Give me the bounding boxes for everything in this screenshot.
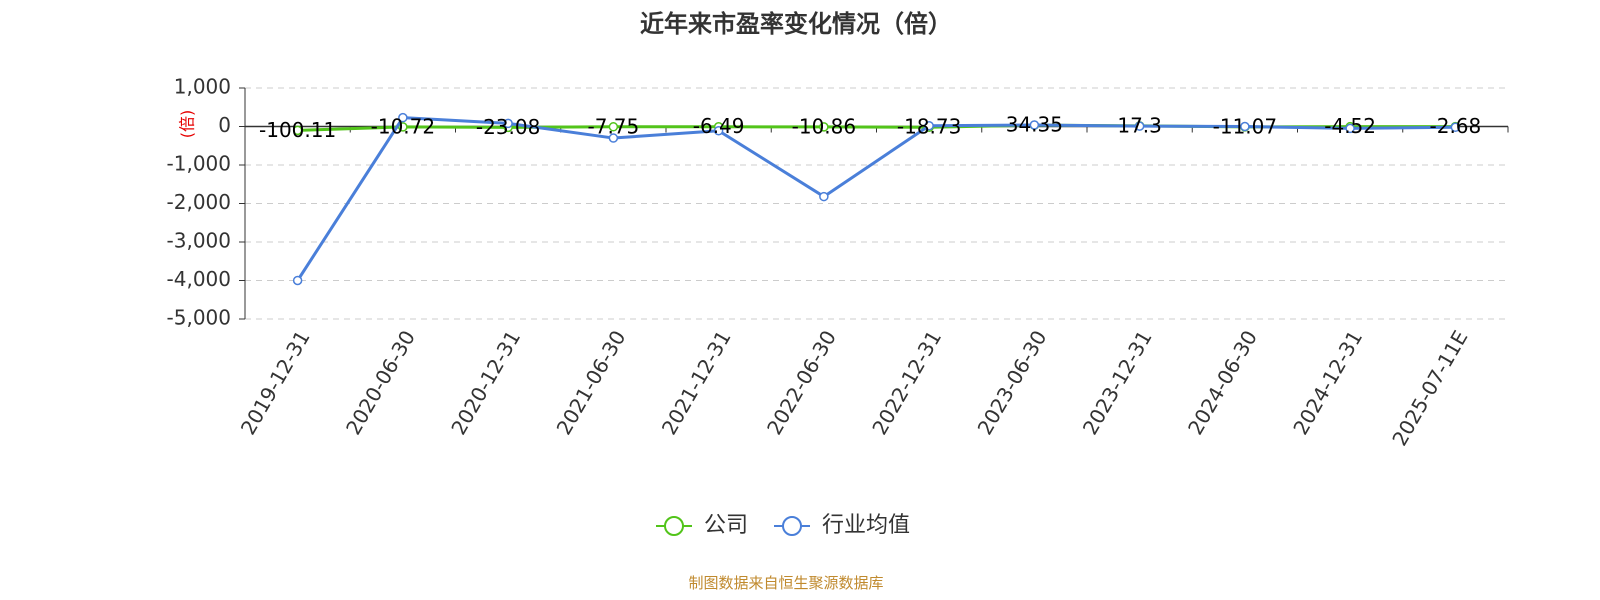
data-label: -10.86: [792, 114, 856, 138]
x-tick-label: 2022-06-30: [762, 326, 841, 439]
data-label: -6.49: [693, 114, 745, 138]
data-label: 17.3: [1117, 113, 1162, 137]
y-tick-label: -1,000: [167, 152, 231, 176]
data-point-0: [819, 122, 829, 132]
x-tick-label: 2023-12-31: [1078, 326, 1157, 439]
legend-marker: [664, 516, 684, 536]
data-label: -2.68: [1430, 114, 1482, 138]
x-tick-label: 2022-12-31: [867, 326, 946, 439]
x-tick-label: 2020-06-30: [341, 326, 420, 439]
legend-label: 行业均值: [822, 513, 910, 538]
data-point-1: [1134, 121, 1145, 131]
x-tick-label: 2021-12-31: [657, 326, 736, 439]
grid-lines: [245, 87, 1508, 320]
y-axis-unit-label: (倍): [178, 110, 197, 139]
data-point-1: [503, 118, 513, 129]
data-label: -18.73: [897, 115, 961, 139]
data-point-1: [1450, 122, 1461, 133]
data-label: -4.52: [1324, 114, 1376, 138]
x-tick-label: 2024-06-30: [1183, 326, 1262, 439]
data-point-1: [1029, 120, 1040, 130]
x-tick-label: 2021-06-30: [552, 326, 631, 439]
y-tick-label: 1,000: [174, 75, 231, 99]
x-tick-labels: 2019-12-31 2020-06-30 2020-12-31 2021-06-30…: [236, 326, 1473, 450]
x-tick-label: 2024-12-31: [1288, 326, 1367, 439]
data-label: -23.08: [476, 115, 540, 139]
data-point-1: [608, 133, 619, 143]
data-label: -10.72: [371, 114, 435, 138]
data-point-0: [292, 125, 303, 136]
chart-title: 近年来市盈率变化情况（倍）: [640, 10, 952, 38]
data-point-1: [398, 112, 408, 123]
y-tick-labels: 1,000 0 -1,000 -2,000 -3,000 -4,000 -5,000: [167, 75, 231, 330]
legend-marker: [782, 516, 802, 536]
y-tick-label: -5,000: [167, 306, 231, 330]
data-label: -7.75: [588, 114, 640, 138]
data-point-1: [819, 191, 829, 202]
source-note: 制图数据来自恒生聚源数据库: [688, 574, 883, 592]
data-point-1: [1240, 121, 1250, 132]
data-point-1: [924, 120, 934, 131]
data-label: -100.11: [259, 118, 336, 142]
data-label: -11.07: [1213, 114, 1277, 138]
data-point-1: [292, 275, 303, 286]
x-tick-label: 2020-12-31: [446, 326, 525, 439]
y-tick-label: 0: [218, 113, 231, 137]
data-point-1: [1345, 123, 1355, 134]
data-point-0: [398, 122, 408, 132]
y-tick-label: -4,000: [167, 267, 231, 291]
legend-label: 公司: [704, 513, 748, 538]
x-tick-label: 2023-06-30: [973, 326, 1052, 439]
data-label: 34.35: [1006, 113, 1063, 137]
x-tick-label: 2019-12-31: [236, 326, 315, 439]
series-lines: [292, 112, 1461, 286]
data-labels: -100.11 -10.72 -23.08 -7.75 -6.49 -10.86 -18.7…: [259, 113, 1481, 142]
legend: 公司 行业均值: [656, 513, 910, 538]
data-point-0: [608, 122, 619, 132]
data-point-1: [713, 125, 724, 136]
y-tick-label: -3,000: [167, 229, 231, 253]
x-tick-label: 2025-07-11E: [1387, 326, 1472, 450]
y-tick-label: -2,000: [167, 190, 231, 214]
series-line-1: [296, 116, 1456, 282]
